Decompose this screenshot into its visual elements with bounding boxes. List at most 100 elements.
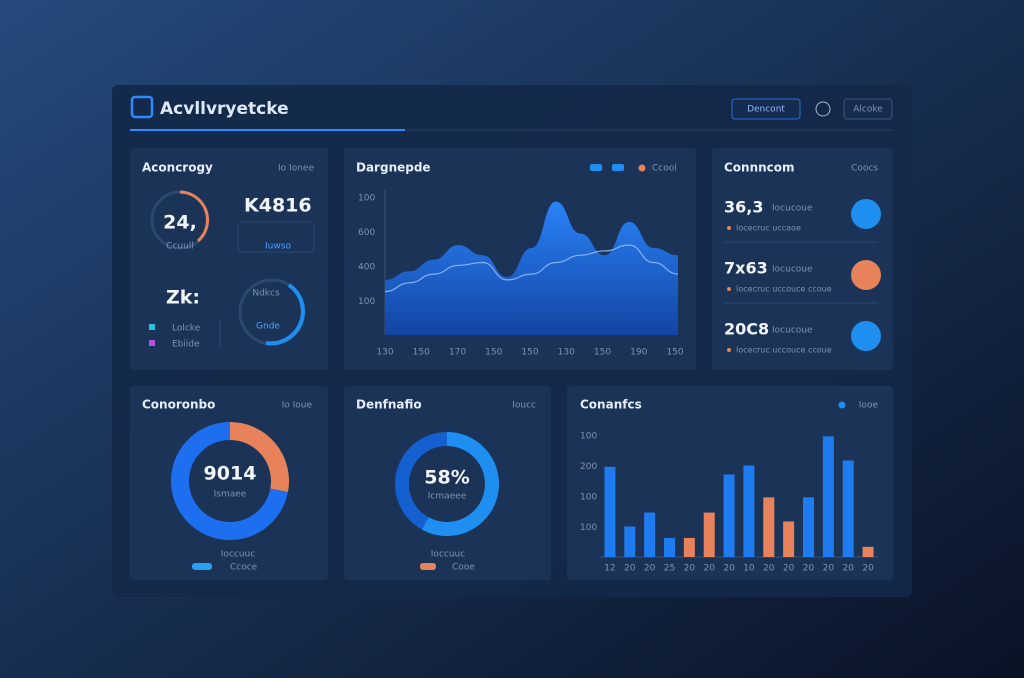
x-tick-label: 20 <box>862 564 874 574</box>
caption: Ioccuuc <box>431 550 465 560</box>
legend-swatch <box>192 563 212 570</box>
legend-label: Lolcke <box>172 324 201 334</box>
card-title: Conoronbo <box>142 398 215 412</box>
x-tick-label: 20 <box>823 564 835 574</box>
area <box>385 201 678 335</box>
card <box>130 148 328 370</box>
card <box>712 148 893 370</box>
card-title: Dargnepde <box>356 161 431 175</box>
bar <box>664 537 675 557</box>
button[interactable] <box>731 98 801 120</box>
legend-swatch <box>590 164 602 171</box>
app-title: Acvllvryetcke <box>160 99 289 119</box>
caption: Ioccuuc <box>221 550 255 560</box>
donut-segment <box>171 422 288 540</box>
row-value: 20C8 <box>724 320 769 339</box>
legend-swatch <box>612 164 624 171</box>
bar <box>743 465 755 557</box>
donut-label: Ismaee <box>214 490 247 500</box>
gauge-label: Ccuull <box>166 242 194 252</box>
button-label[interactable]: Alcoke <box>853 105 883 115</box>
x-tick-label: 150 <box>521 348 538 358</box>
row-value: 7x63 <box>724 259 768 278</box>
bar <box>683 537 695 557</box>
ring-value: Gnde <box>256 322 280 332</box>
bar <box>723 474 735 557</box>
card-meta: Ioucc <box>512 401 536 411</box>
x-tick-label: 20 <box>624 564 636 574</box>
y-tick-label: 200 <box>580 462 597 472</box>
legend-swatch <box>149 340 155 346</box>
card-title: Conanfcs <box>580 398 642 412</box>
row-label: Iocucoue <box>772 326 813 336</box>
y-tick-label: 100 <box>580 523 597 533</box>
card-meta: Io Ionee <box>278 164 314 174</box>
legend-label: Cooe <box>452 563 475 573</box>
card-title: Aconcrogy <box>142 161 213 175</box>
x-tick-label: 20 <box>684 564 696 574</box>
ring-label: Ndkcs <box>252 289 280 299</box>
gauge-value: 24, <box>163 212 197 234</box>
x-tick-label: 20 <box>703 564 715 574</box>
row-dot <box>727 226 731 230</box>
row-dot <box>727 348 731 352</box>
donut-sub: Icmaeee <box>428 492 467 502</box>
x-tick-label: 20 <box>723 564 735 574</box>
row-icon <box>851 260 881 290</box>
row-note: Iocecruc uccouce ccoue <box>736 346 832 355</box>
bar <box>624 526 636 557</box>
x-tick-label: 20 <box>763 564 775 574</box>
y-tick-label: 100 <box>580 432 597 442</box>
legend-label: Ccoce <box>230 563 258 573</box>
legend-swatch <box>420 563 436 570</box>
stat: K4816 <box>244 195 312 217</box>
card-meta: Iooe <box>859 401 879 411</box>
row-icon <box>851 321 881 351</box>
x-tick-label: 170 <box>449 348 466 358</box>
x-tick-label: 20 <box>783 564 795 574</box>
legend-dot <box>838 401 846 409</box>
x-tick-label: 150 <box>666 348 683 358</box>
button[interactable] <box>843 98 893 120</box>
row-value: 36,3 <box>724 198 763 217</box>
x-tick-label: 190 <box>630 348 647 358</box>
y-tick-label: 600 <box>358 228 375 238</box>
row-note: Iocecruc uccaoe <box>736 224 801 233</box>
bar <box>822 436 834 557</box>
x-tick-label: 10 <box>743 564 755 574</box>
help-icon[interactable] <box>815 101 831 117</box>
x-tick-label: 25 <box>664 564 675 574</box>
bar <box>644 512 656 557</box>
y-tick-label: 400 <box>358 263 375 273</box>
x-tick-label: 130 <box>376 348 393 358</box>
x-tick-label: 20 <box>644 564 656 574</box>
legend-label: Ebiide <box>172 340 200 350</box>
gauge-arc <box>179 190 209 243</box>
x-tick-label: 20 <box>842 564 854 574</box>
x-tick-label: 130 <box>558 348 575 358</box>
bar <box>604 466 616 557</box>
bar <box>703 512 715 557</box>
button-label[interactable]: Dencont <box>747 105 785 115</box>
donut-center: 9014 <box>204 463 257 485</box>
row-note: Iocecruc uccouce ccoue <box>736 285 832 294</box>
card <box>344 386 551 580</box>
bar <box>803 497 814 557</box>
donut-value <box>421 432 499 536</box>
stat-label: Iuwso <box>265 242 291 252</box>
x-tick-label: 20 <box>803 564 815 574</box>
bar <box>862 546 874 557</box>
bar <box>763 497 775 557</box>
card <box>130 386 328 580</box>
row-icon <box>851 199 881 229</box>
stat-box <box>237 221 315 253</box>
card-meta: Io Ioue <box>282 401 313 411</box>
y-tick-label: 100 <box>358 297 375 307</box>
y-tick-label: 100 <box>580 493 597 503</box>
card-title: Denfnafio <box>356 398 422 412</box>
row-dot <box>727 287 731 291</box>
big-value: Zk: <box>166 287 200 309</box>
ring-arc <box>265 283 305 346</box>
